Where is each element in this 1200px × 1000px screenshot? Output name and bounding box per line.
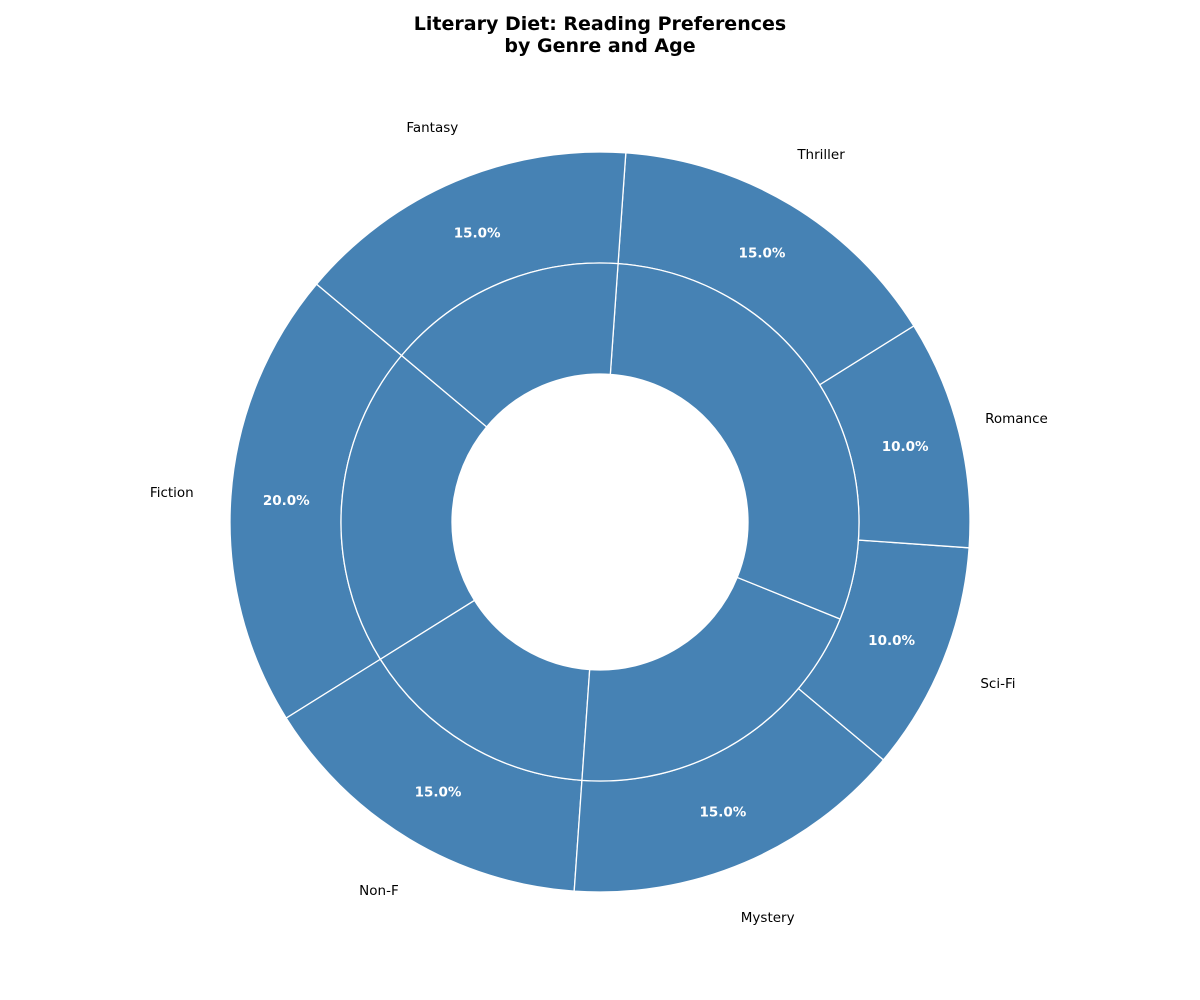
pct-label-non-f: 15.0% bbox=[415, 785, 462, 801]
category-label-non-f: Non-F bbox=[359, 883, 399, 899]
inner-wedge-4 bbox=[609, 262, 860, 620]
pct-label-fiction: 20.0% bbox=[263, 493, 310, 509]
category-label-fantasy: Fantasy bbox=[406, 120, 458, 136]
chart-title-line-1: Literary Diet: Reading Preferences bbox=[414, 13, 786, 35]
inner-ring bbox=[340, 262, 860, 782]
labels: Fiction 20.0% Non-F 15.0% Mystery 15.0% Sci-Fi… bbox=[150, 120, 1048, 926]
category-label-thriller: Thriller bbox=[796, 147, 845, 163]
inner-wedge-5 bbox=[400, 262, 619, 428]
chart-title-line-2: by Genre and Age bbox=[504, 35, 695, 57]
category-label-sci-fi: Sci-Fi bbox=[980, 676, 1015, 692]
category-label-mystery: Mystery bbox=[741, 910, 795, 926]
pct-label-mystery: 15.0% bbox=[699, 804, 746, 820]
pct-label-romance: 10.0% bbox=[882, 439, 929, 455]
pct-label-fantasy: 15.0% bbox=[454, 226, 501, 242]
inner-wedge-1 bbox=[340, 354, 488, 661]
category-label-romance: Romance bbox=[985, 411, 1048, 427]
inner-wedge-2 bbox=[379, 599, 591, 782]
pct-label-thriller: 15.0% bbox=[739, 245, 786, 261]
category-label-fiction: Fiction bbox=[150, 485, 194, 501]
inner-wedge-3 bbox=[581, 576, 841, 782]
pct-label-sci-fi: 10.0% bbox=[868, 633, 915, 649]
